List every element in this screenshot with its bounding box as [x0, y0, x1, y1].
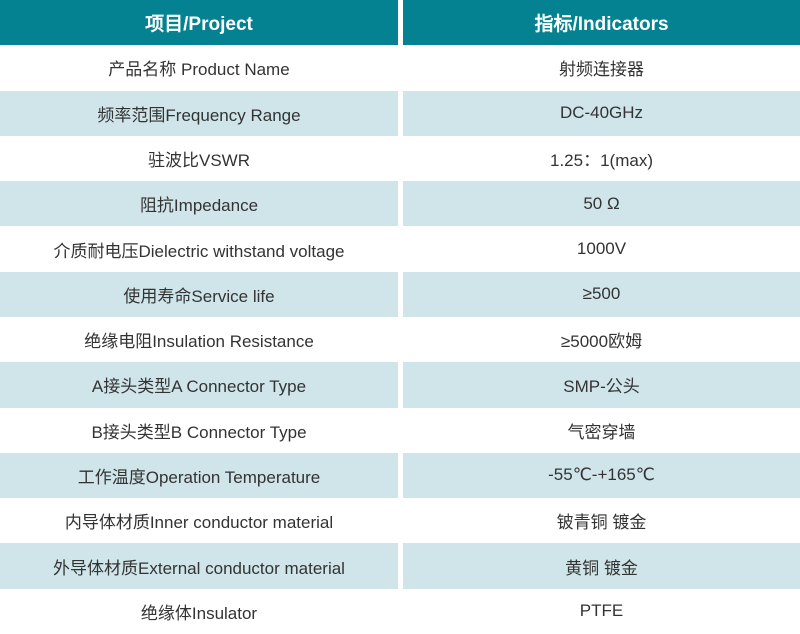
table-header-row: 项目/Project 指标/Indicators: [0, 0, 800, 46]
indicator-cell: ≥500: [403, 271, 800, 317]
project-cell: A接头类型A Connector Type: [0, 362, 398, 408]
project-cell: 外导体材质External conductor material: [0, 543, 398, 589]
indicator-cell: 1000V: [403, 226, 800, 272]
table-row: 工作温度Operation Temperature -55℃-+165℃: [0, 452, 800, 499]
table-row: 介质耐电压Dielectric withstand voltage 1000V: [0, 226, 800, 272]
table-row: 内导体材质Inner conductor material 铍青铜 镀金: [0, 498, 800, 544]
table-row: 绝缘电阻Insulation Resistance ≥5000欧姆: [0, 316, 800, 363]
indicator-cell: DC-40GHz: [403, 90, 800, 136]
table-row: B接头类型B Connector Type 气密穿墙: [0, 407, 800, 453]
indicator-cell: ≥5000欧姆: [403, 316, 800, 363]
indicator-cell: 50 Ω: [403, 181, 800, 227]
table-row: A接头类型A Connector Type SMP-公头: [0, 362, 800, 408]
indicator-cell: 1.25：1(max): [403, 135, 800, 182]
project-cell: 工作温度Operation Temperature: [0, 452, 398, 499]
indicator-cell: -55℃-+165℃: [403, 452, 800, 499]
project-cell: 阻抗Impedance: [0, 181, 398, 227]
project-cell: 绝缘体Insulator: [0, 588, 398, 634]
project-cell: 内导体材质Inner conductor material: [0, 498, 398, 544]
project-cell: 频率范围Frequency Range: [0, 90, 398, 136]
indicator-cell: 黄铜 镀金: [403, 543, 800, 589]
indicator-cell: PTFE: [403, 588, 800, 634]
project-cell: B接头类型B Connector Type: [0, 407, 398, 453]
project-cell: 使用寿命Service life: [0, 271, 398, 317]
table-row: 频率范围Frequency Range DC-40GHz: [0, 90, 800, 136]
header-project: 项目/Project: [0, 0, 398, 46]
project-cell: 绝缘电阻Insulation Resistance: [0, 316, 398, 363]
indicator-cell: 气密穿墙: [403, 407, 800, 453]
table-row: 产品名称 Product Name 射频连接器: [0, 45, 800, 91]
header-indicators: 指标/Indicators: [403, 0, 800, 46]
indicator-cell: 铍青铜 镀金: [403, 498, 800, 544]
project-cell: 介质耐电压Dielectric withstand voltage: [0, 226, 398, 272]
indicator-cell: 射频连接器: [403, 45, 800, 91]
table-row: 绝缘体Insulator PTFE: [0, 588, 800, 634]
table-row: 阻抗Impedance 50 Ω: [0, 181, 800, 227]
table-row: 外导体材质External conductor material 黄铜 镀金: [0, 543, 800, 589]
indicator-cell: SMP-公头: [403, 362, 800, 408]
table-row: 使用寿命Service life ≥500: [0, 271, 800, 317]
table-row: 驻波比VSWR 1.25：1(max): [0, 135, 800, 182]
project-cell: 驻波比VSWR: [0, 135, 398, 182]
project-cell: 产品名称 Product Name: [0, 45, 398, 91]
